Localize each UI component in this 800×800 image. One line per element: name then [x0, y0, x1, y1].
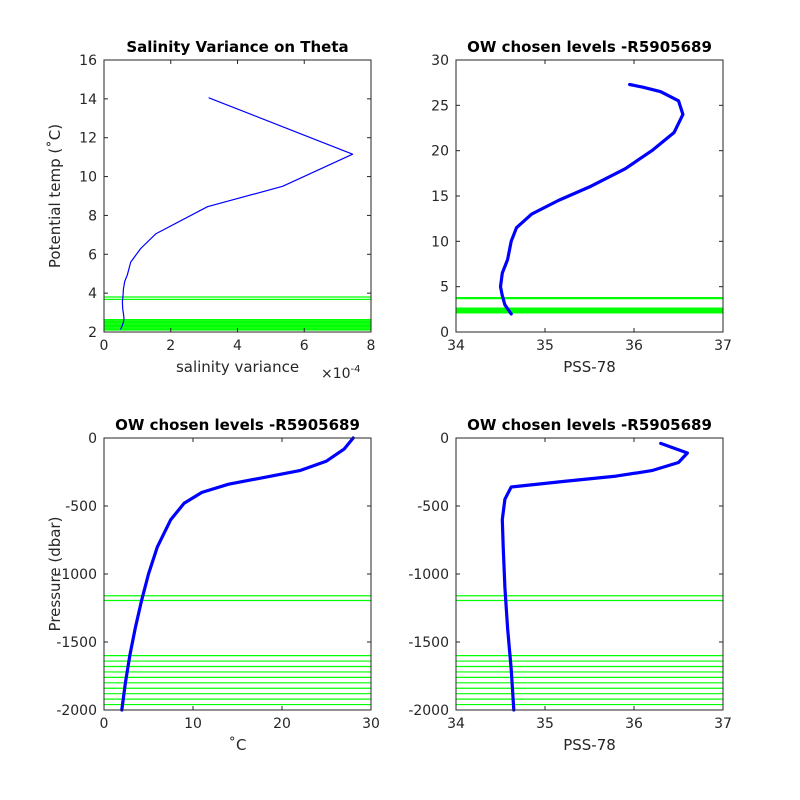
x-tick-label: 4	[233, 338, 242, 354]
x-tick-label: 37	[714, 338, 732, 354]
x-tick-label: 30	[362, 716, 380, 732]
y-tick-label: 25	[431, 98, 449, 114]
series-line	[120, 97, 354, 330]
chart-title: Salinity Variance on Theta	[126, 38, 348, 56]
y-tick-label: 20	[431, 144, 449, 160]
x-tick-label: 6	[300, 338, 309, 354]
y-tick-label: 5	[440, 280, 449, 296]
panel-pres_temp: 0 10 20 30 -2000 -1500 -1000 -500 0 OW chosen lev…	[46, 416, 380, 754]
x-tick-label: 36	[625, 716, 643, 732]
y-tick-label: 0	[88, 431, 97, 447]
y-tick-label: 10	[79, 170, 97, 186]
x-axis-label: PSS-78	[563, 736, 616, 754]
x-tick-label: 10	[184, 716, 202, 732]
x-exponent-power: -4	[351, 364, 361, 375]
y-tick-label: 15	[431, 189, 449, 205]
chart-title: OW chosen levels -R5905689	[467, 416, 712, 434]
y-tick-label: -1000	[56, 567, 97, 583]
plot-area	[456, 60, 723, 332]
series-line	[498, 82, 685, 316]
x-tick-label: 34	[447, 716, 465, 732]
x-tick-label: 37	[714, 716, 732, 732]
x-tick-label: 35	[536, 338, 554, 354]
panel-theta_sal: 34 35 36 37 0 5 10 15 20 25 30 OW chosen levels -R5…	[431, 38, 732, 376]
x-tick-label: 0	[100, 716, 109, 732]
x-axis-label: ˚C	[229, 736, 247, 754]
y-tick-label: -2000	[56, 703, 97, 719]
chart-title: OW chosen levels -R5905689	[467, 38, 712, 56]
y-tick-label: 8	[88, 208, 97, 224]
x-tick-label: 20	[273, 716, 291, 732]
y-tick-label: 0	[440, 325, 449, 341]
y-tick-label: -1000	[408, 567, 449, 583]
plot-area	[456, 438, 723, 710]
x-tick-label: 35	[536, 716, 554, 732]
y-tick-label: 30	[431, 53, 449, 69]
series-line	[500, 441, 690, 712]
x-tick-label: 0	[100, 338, 109, 354]
plot-area	[104, 60, 371, 332]
y-tick-label: 12	[79, 131, 97, 147]
y-tick-label: 14	[79, 92, 97, 108]
y-tick-label: -500	[65, 499, 97, 515]
x-tick-label: 36	[625, 338, 643, 354]
x-tick-label: 2	[166, 338, 175, 354]
x-tick-label: 8	[367, 338, 376, 354]
plot-area	[104, 438, 371, 710]
y-tick-label: -1500	[56, 635, 97, 651]
y-tick-label: 16	[79, 53, 97, 69]
y-tick-label: -500	[417, 499, 449, 515]
x-axis-label: PSS-78	[563, 358, 616, 376]
chart-title: OW chosen levels -R5905689	[115, 416, 360, 434]
y-tick-label: 0	[440, 431, 449, 447]
y-axis-label: Pressure (dbar)	[46, 517, 64, 632]
y-tick-label: 6	[88, 247, 97, 263]
y-axis-label: Potential temp (˚C)	[46, 124, 64, 268]
y-tick-label: -1500	[408, 635, 449, 651]
series-line	[120, 436, 355, 712]
panel-pres_sal: 34 35 36 37 -2000 -1500 -1000 -500 0 OW chosen le…	[408, 416, 732, 754]
y-tick-label: 2	[88, 325, 97, 341]
x-axis-label: salinity variance	[176, 358, 299, 376]
y-tick-label: 4	[88, 286, 97, 302]
y-tick-label: -2000	[408, 703, 449, 719]
y-tick-label: 10	[431, 234, 449, 250]
x-tick-label: 34	[447, 338, 465, 354]
